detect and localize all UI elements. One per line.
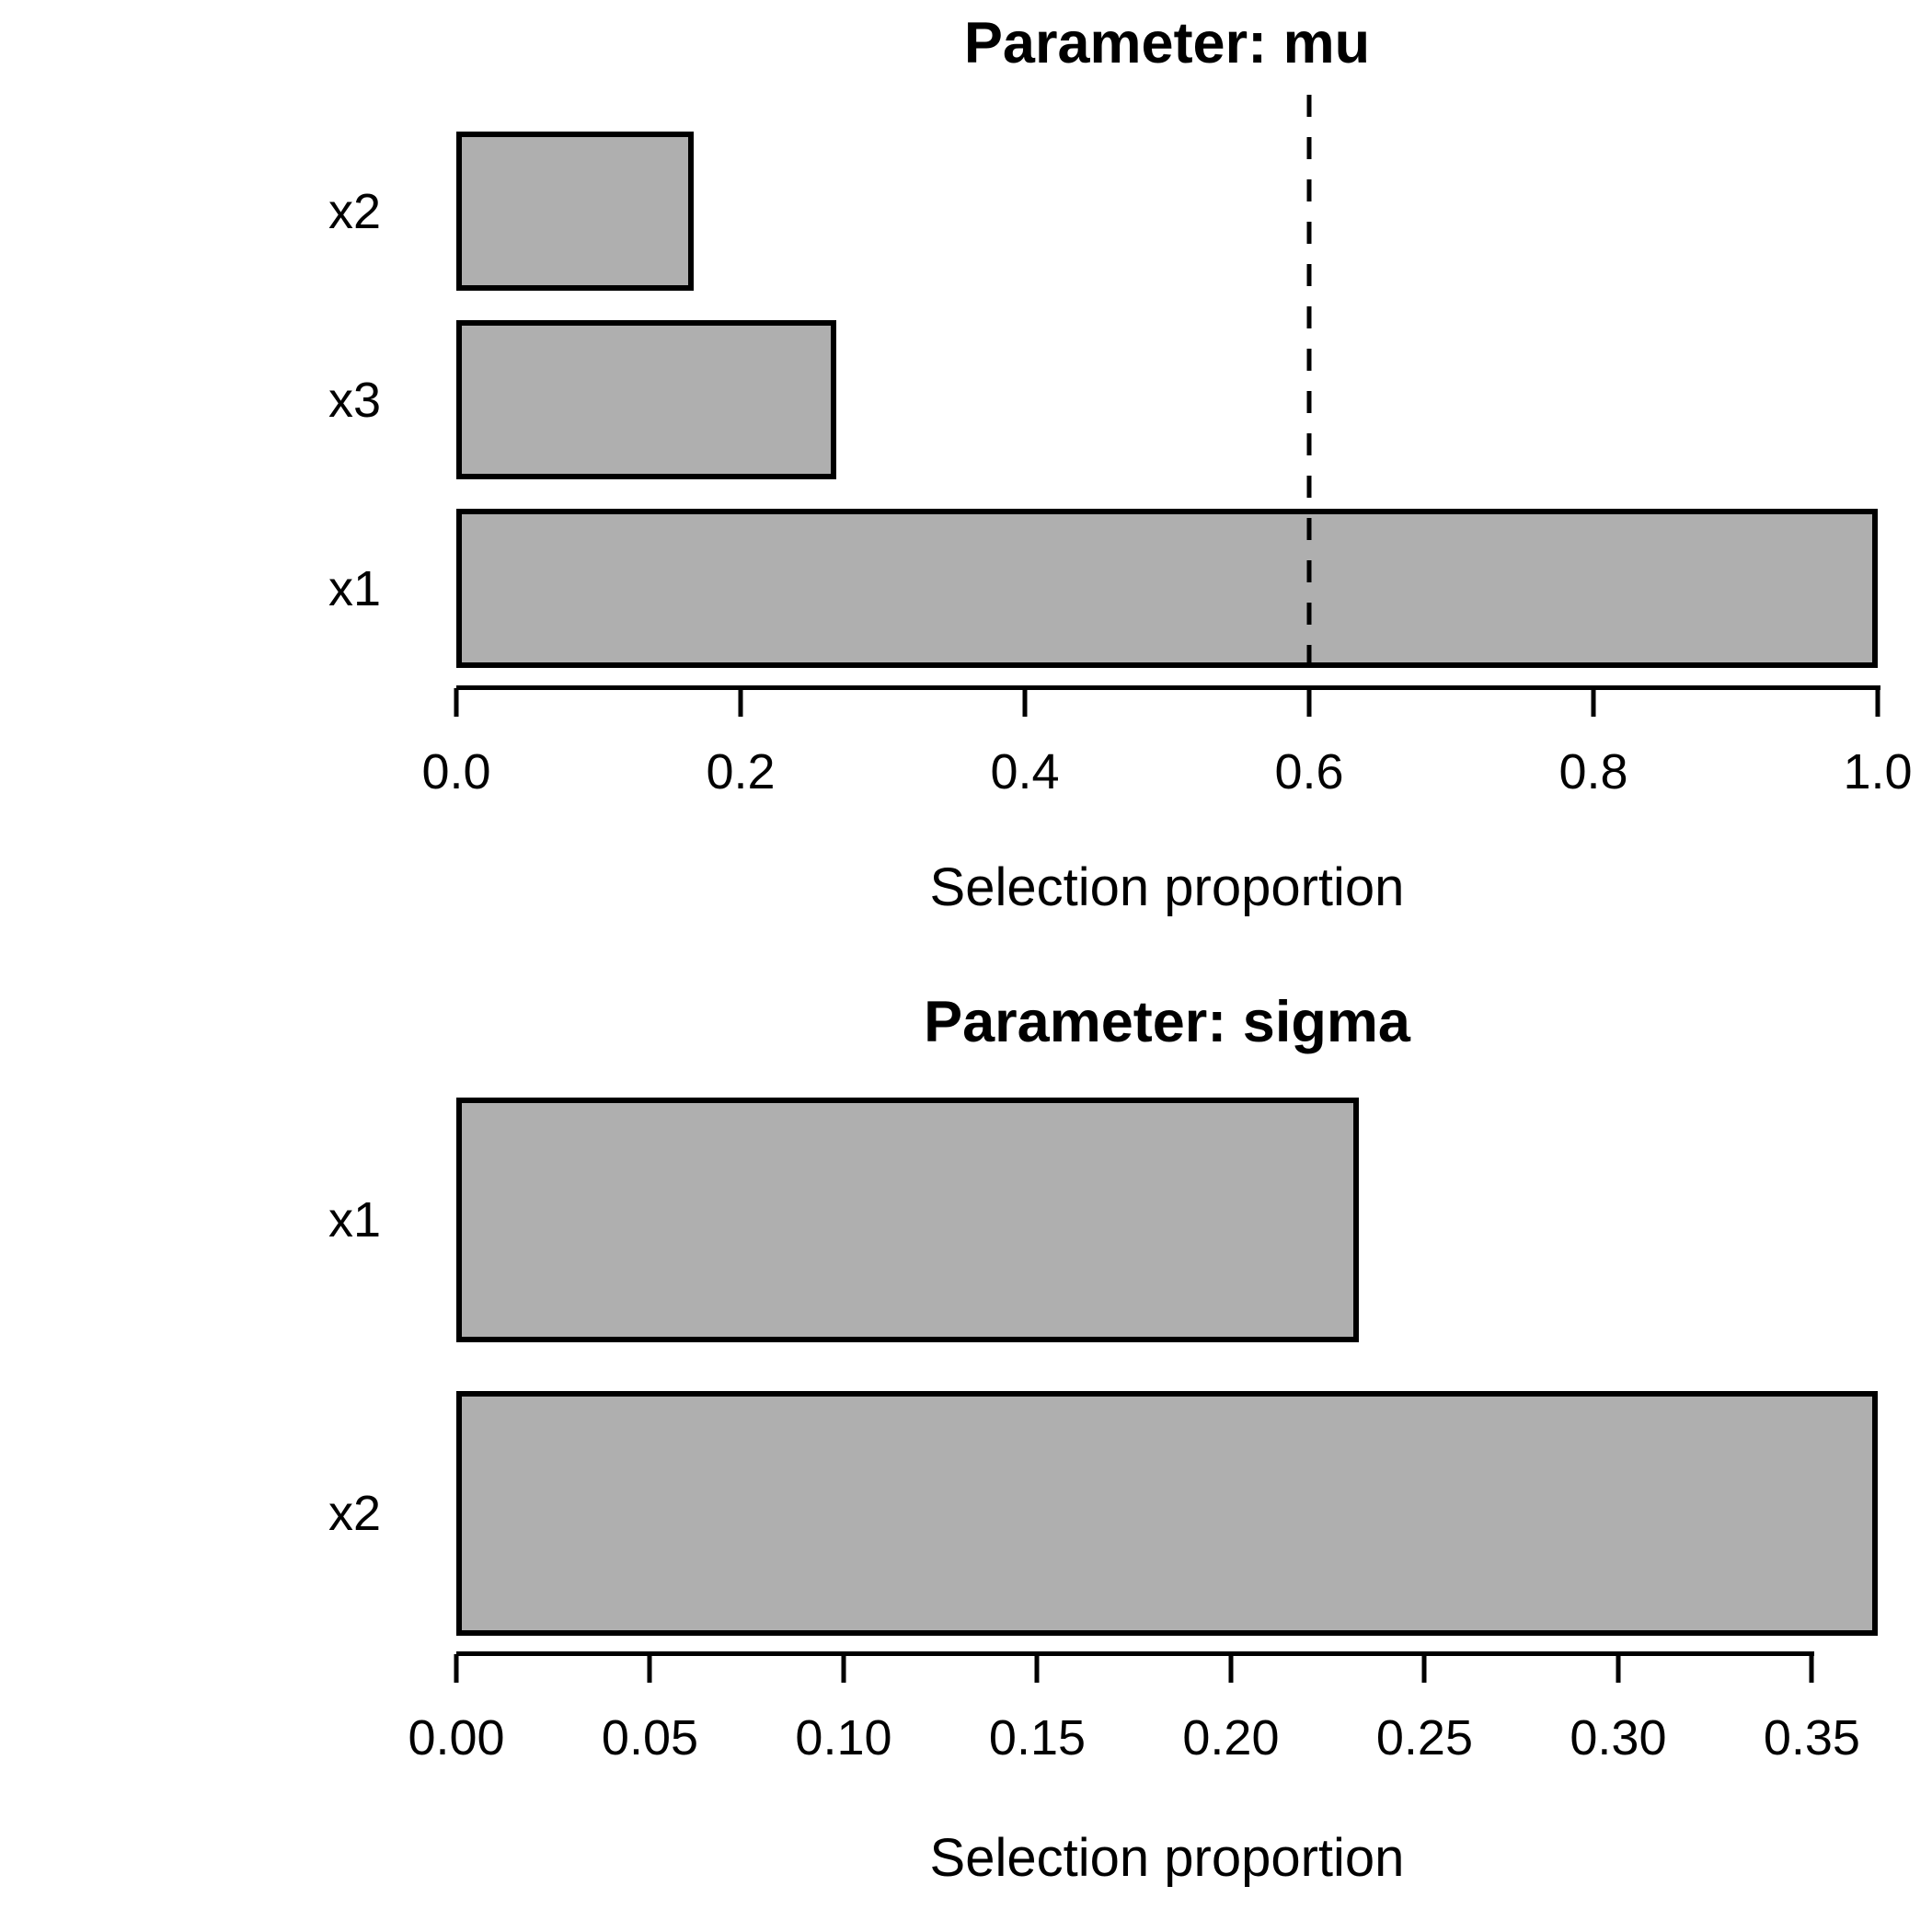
x-axis-tick <box>1306 688 1312 717</box>
plot-area: 0.0 0.2 0.4 0.6 0.8 1.0 <box>421 95 1913 797</box>
bar-x1 <box>456 509 1878 668</box>
x-axis-tick <box>647 1654 652 1683</box>
x-axis-line <box>456 685 1880 690</box>
x-axis-tick-label: 0.05 <box>601 1710 699 1765</box>
x-axis-tick-label: 0.20 <box>1182 1710 1280 1765</box>
x-axis-tick-label: 0.35 <box>1763 1710 1860 1765</box>
x-axis-tick <box>1228 1654 1234 1683</box>
cutoff-threshold-line <box>1306 95 1312 688</box>
category-label-x1: x1 <box>328 1192 381 1248</box>
category-label-x2: x2 <box>328 183 381 239</box>
x-axis-tick-label: 0.8 <box>1558 744 1628 799</box>
x-axis-tick <box>1616 1654 1621 1683</box>
x-axis-tick-label: 0.2 <box>706 744 776 799</box>
sigma-selection-chart: Parameter: sigma 0.00 0.05 0.10 0.15 0.20 0.2… <box>0 966 1932 1932</box>
x-axis-label: Selection proportion <box>929 857 1405 917</box>
bar-x2 <box>456 1391 1878 1636</box>
x-axis-tick-label: 1.0 <box>1843 744 1913 799</box>
x-axis-tick <box>841 1654 846 1683</box>
x-axis-tick-label: 0.15 <box>988 1710 1087 1765</box>
x-axis-tick-label: 0.4 <box>990 744 1060 799</box>
bar-x2 <box>456 132 694 291</box>
x-axis-tick <box>454 688 459 717</box>
x-axis-tick-label: 0.25 <box>1375 1710 1473 1765</box>
x-axis-tick <box>738 688 743 717</box>
mu-selection-chart: Parameter: mu 0.0 0.2 0.4 0.6 0.8 1.0 Selecti… <box>328 11 1913 917</box>
category-label-x2: x2 <box>328 1486 381 1541</box>
x-axis-tick <box>1875 688 1880 717</box>
chart-title: Parameter: mu <box>963 11 1371 75</box>
x-axis-tick <box>1034 1654 1040 1683</box>
x-axis-tick <box>1591 688 1596 717</box>
x-axis-tick <box>454 1654 459 1683</box>
bar-x1 <box>456 1098 1359 1342</box>
x-axis-tick-label: 0.10 <box>795 1710 892 1765</box>
x-axis-tick <box>1022 688 1028 717</box>
bars-group <box>456 95 1878 688</box>
chart-title: Parameter: sigma <box>924 990 1410 1054</box>
x-axis-tick-label: 0.00 <box>408 1710 505 1765</box>
x-axis-tick <box>1421 1654 1427 1683</box>
x-axis-tick <box>1809 1654 1814 1683</box>
x-axis-tick-label: 0.30 <box>1570 1710 1667 1765</box>
category-label-x3: x3 <box>328 372 381 428</box>
x-axis-tick-label: 0.6 <box>1274 744 1344 799</box>
x-axis-label: Selection proportion <box>929 1828 1405 1888</box>
plot-area: 0.00 0.05 0.10 0.15 0.20 0.25 0.30 0.35 <box>408 1049 1878 1763</box>
category-label-x1: x1 <box>328 560 381 616</box>
x-axis-tick-label: 0.0 <box>421 744 491 799</box>
bar-x3 <box>456 320 836 479</box>
x-axis-line <box>456 1651 1815 1656</box>
bars-group <box>456 1049 1878 1654</box>
